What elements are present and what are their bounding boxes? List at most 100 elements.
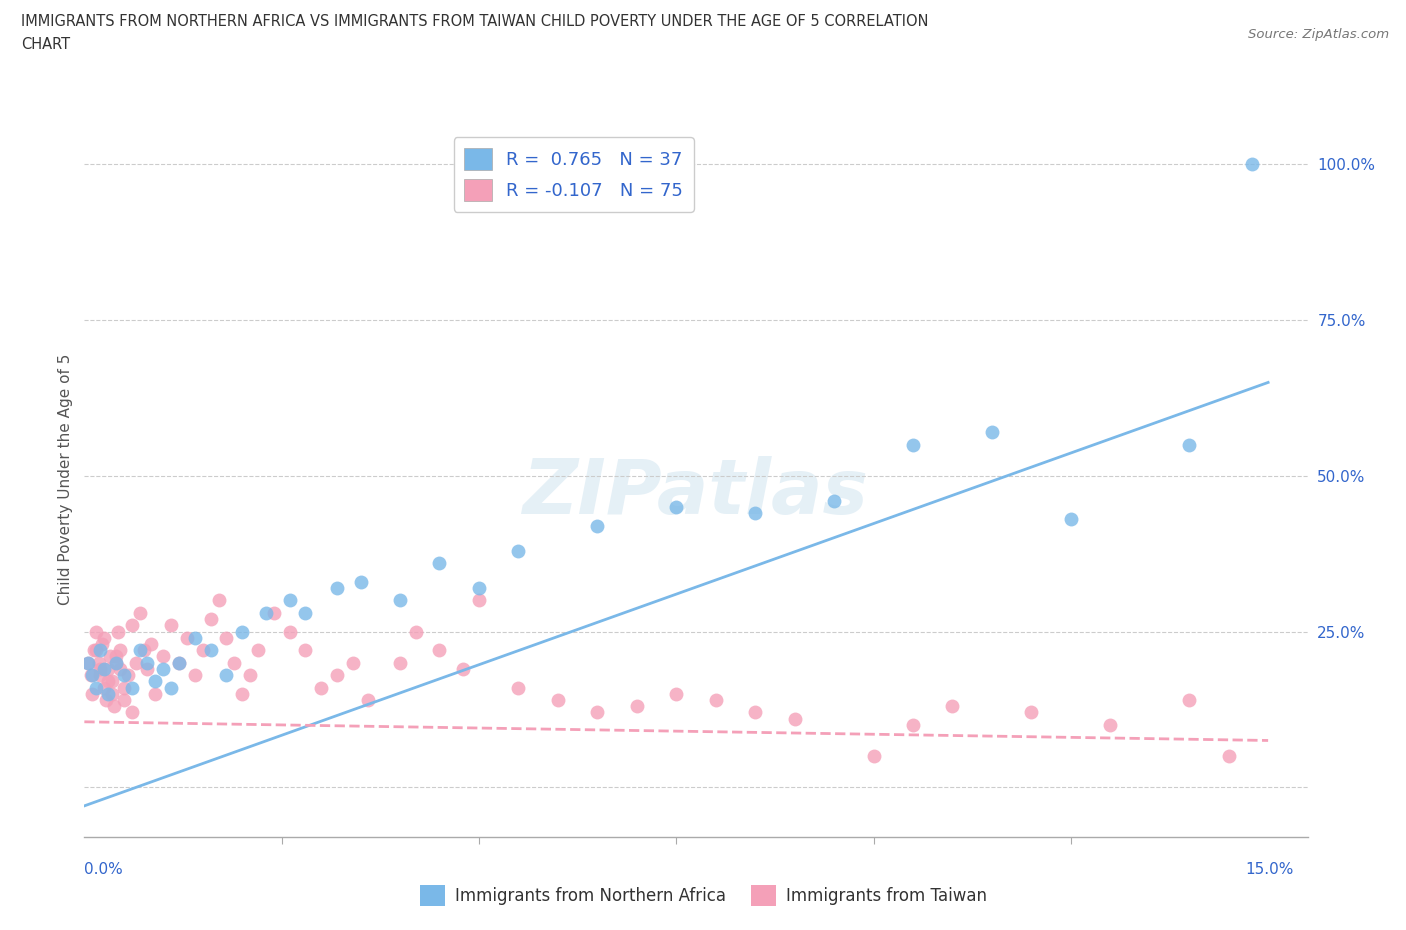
Point [349,574,371,589]
Point [862,749,884,764]
Point [107,624,129,639]
Point [82,668,104,683]
Point [626,698,648,713]
Point [744,705,766,720]
Point [665,686,688,701]
Point [468,593,491,608]
Point [239,668,262,683]
Y-axis label: Child Poverty Under the Age of 5: Child Poverty Under the Age of 5 [58,353,73,604]
Point [90,636,112,651]
Point [246,643,269,658]
Point [1060,512,1083,527]
Point [112,680,135,695]
Point [121,618,143,632]
Point [200,643,222,658]
Point [136,661,159,676]
Point [326,668,349,683]
Point [108,643,131,658]
Point [112,693,135,708]
Point [84,680,107,695]
Point [84,624,107,639]
Point [278,624,301,639]
Point [665,499,688,514]
Point [1218,749,1240,764]
Point [468,580,491,595]
Point [1241,157,1264,172]
Point [98,649,121,664]
Point [215,631,238,645]
Legend: Immigrants from Northern Africa, Immigrants from Taiwan: Immigrants from Northern Africa, Immigra… [413,879,993,912]
Point [1021,705,1043,720]
Point [231,686,253,701]
Point [704,693,727,708]
Point [586,518,609,533]
Point [132,643,155,658]
Point [901,437,924,452]
Point [405,624,427,639]
Point [389,593,412,608]
Point [215,668,238,683]
Point [77,656,100,671]
Point [104,656,127,671]
Point [101,686,124,701]
Point [93,680,115,695]
Point [184,631,207,645]
Point [508,680,530,695]
Text: 15.0%: 15.0% [1246,862,1294,877]
Point [224,656,246,671]
Point [136,656,159,671]
Point [103,698,125,713]
Point [104,649,127,664]
Point [1178,693,1201,708]
Point [160,618,183,632]
Point [389,656,412,671]
Point [207,593,229,608]
Point [167,656,190,671]
Point [294,605,316,620]
Point [83,643,105,658]
Point [451,661,474,676]
Point [941,698,963,713]
Point [89,661,111,676]
Point [112,668,135,683]
Point [79,668,101,683]
Text: Source: ZipAtlas.com: Source: ZipAtlas.com [1249,28,1389,41]
Point [93,631,115,645]
Point [96,693,118,708]
Text: 0.0%: 0.0% [84,862,124,877]
Point [97,661,120,676]
Point [93,661,115,676]
Point [89,643,111,658]
Point [1178,437,1201,452]
Point [783,711,806,726]
Point [121,705,143,720]
Text: ZIPatlas: ZIPatlas [523,457,869,530]
Point [117,668,139,683]
Point [429,643,451,658]
Point [141,636,163,651]
Point [342,656,364,671]
Point [97,686,120,701]
Point [77,656,100,671]
Point [152,661,174,676]
Point [184,668,207,683]
Point [191,643,214,658]
Point [128,605,150,620]
Point [357,693,380,708]
Point [121,680,143,695]
Point [152,649,174,664]
Point [429,555,451,570]
Point [167,656,190,671]
Point [87,656,110,671]
Point [82,686,104,701]
Point [254,605,277,620]
Point [124,656,146,671]
Point [145,674,167,689]
Point [84,643,107,658]
Point [89,668,111,683]
Point [508,543,530,558]
Point [101,674,124,689]
Point [278,593,301,608]
Point [326,580,349,595]
Point [547,693,569,708]
